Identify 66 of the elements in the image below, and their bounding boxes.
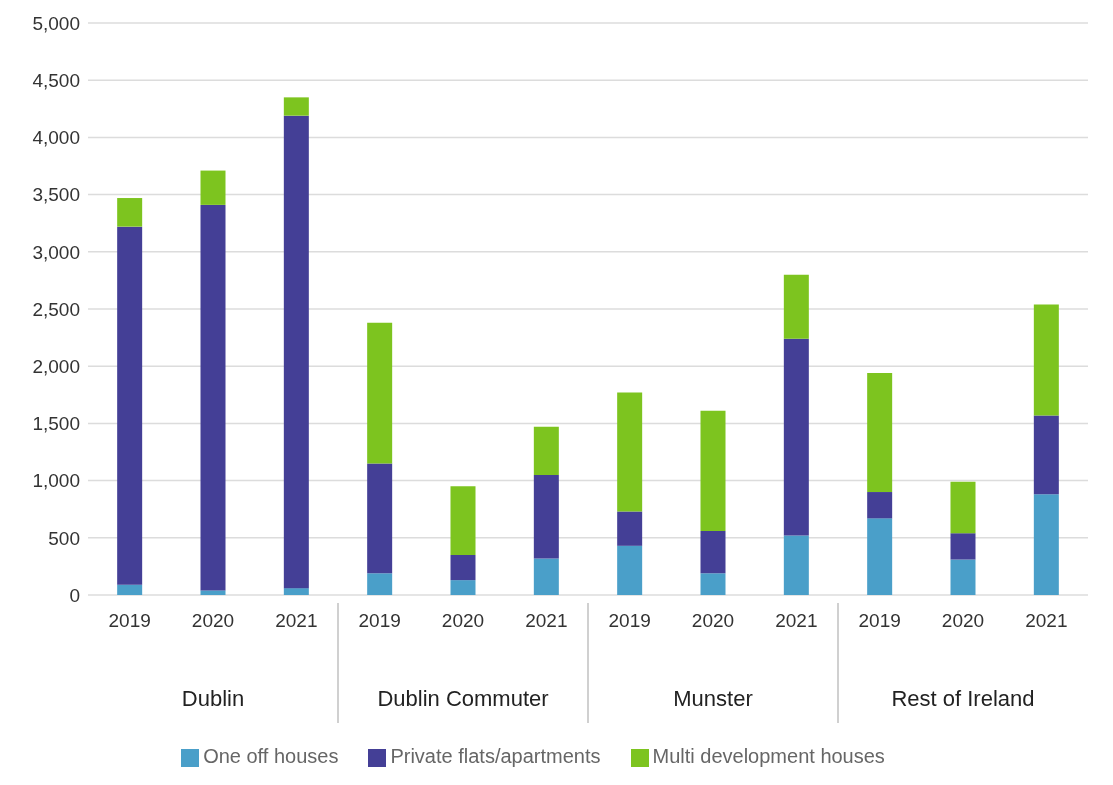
bar: [450, 486, 476, 555]
bar: [450, 580, 476, 595]
x-tick-label: 2019: [358, 610, 401, 631]
bar: [1033, 415, 1059, 495]
text: Munster: [673, 686, 753, 711]
x-tick-label: 2020: [191, 610, 235, 631]
y-tick-label: 3,000: [32, 241, 80, 263]
bar: [867, 518, 893, 595]
bar: [283, 588, 309, 595]
bar: [200, 204, 226, 591]
text: Rest of Ireland: [891, 686, 1035, 711]
y-tick-label: 3,500: [32, 184, 80, 206]
x-tick-label: 2020: [441, 610, 485, 631]
x-tick-label: 2020: [691, 610, 735, 631]
y-tick-label: 0: [69, 584, 80, 606]
bar: [783, 274, 809, 339]
y-tick-label: 4,000: [32, 127, 80, 149]
text: Dublin: [181, 686, 245, 711]
bar: [533, 558, 559, 595]
y-tick-label: 1,500: [32, 413, 80, 435]
y-tick-label: 1,000: [32, 470, 80, 492]
bar: [200, 170, 226, 205]
x-tick-label: 2021: [525, 610, 568, 631]
text: Dublin Commuter: [377, 686, 549, 711]
x-tick-label: 2019: [608, 610, 651, 631]
bar: [700, 573, 726, 595]
bar: [867, 492, 893, 519]
x-tick-label: 2021: [775, 610, 818, 631]
y-tick-label: 500: [48, 527, 80, 549]
x-tick-label: 2019: [858, 610, 901, 631]
bar: [700, 410, 726, 531]
bar: [617, 545, 643, 595]
bar: [950, 481, 976, 534]
y-tick-label: 2,000: [32, 355, 80, 377]
bar: [450, 554, 476, 581]
bar: [617, 511, 643, 546]
bar: [783, 535, 809, 595]
bar: [283, 115, 309, 589]
bar: [1033, 304, 1059, 416]
x-tick-label: 2021: [275, 610, 318, 631]
bar: [117, 226, 143, 585]
bar: [533, 474, 559, 559]
bar: [783, 338, 809, 536]
legend-label: One off houses: [203, 745, 339, 767]
x-tick-label: 2019: [108, 610, 151, 631]
bar: [700, 530, 726, 574]
y-tick-label: 5,000: [32, 12, 80, 34]
bar: [617, 392, 643, 512]
legend-label: Multi development houses: [652, 745, 885, 767]
bar: [367, 463, 393, 574]
legend-label: Private flats/apartments: [390, 745, 601, 767]
bar: [950, 559, 976, 595]
bar: [283, 97, 309, 116]
x-tick-label: 2021: [1025, 610, 1068, 631]
bar: [200, 590, 226, 595]
bar: [117, 198, 143, 227]
bar: [867, 373, 893, 493]
y-tick-label: 2,500: [32, 298, 80, 320]
x-tick-label: 2020: [941, 610, 985, 631]
y-tick-label: 4,500: [32, 69, 80, 91]
bar: [950, 533, 976, 560]
bar: [117, 584, 143, 595]
bar: [367, 573, 393, 595]
bar: [1033, 494, 1059, 595]
bar: [367, 322, 393, 464]
bar: [533, 426, 559, 475]
